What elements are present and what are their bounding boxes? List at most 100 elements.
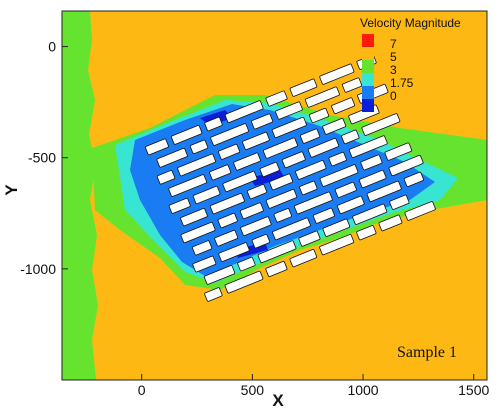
obstacle	[259, 161, 280, 178]
obstacle	[307, 137, 340, 158]
obstacle	[378, 214, 403, 232]
colorbar-swatch	[362, 60, 374, 73]
obstacle	[222, 170, 258, 193]
obstacle	[209, 164, 232, 181]
obstacle	[180, 221, 216, 244]
colorbar-label: 5	[390, 50, 397, 64]
obstacle	[404, 201, 436, 221]
obstacle	[204, 116, 223, 132]
obstacle	[308, 107, 330, 124]
obstacle	[312, 207, 335, 224]
obstacle	[209, 193, 245, 215]
obstacle	[265, 188, 298, 209]
obstacle	[192, 255, 217, 273]
y-tick-label: -1000	[20, 261, 56, 277]
obstacle	[289, 249, 318, 268]
sample-annotation: Sample 1	[397, 344, 457, 361]
colorbar-swatch	[362, 73, 374, 86]
obstacle	[331, 97, 356, 115]
obstacle	[360, 154, 383, 171]
colorbar-swatch	[362, 99, 374, 112]
obstacle	[156, 170, 176, 185]
y-tick-label: 0	[48, 39, 56, 55]
obstacle	[204, 287, 223, 302]
obstacle	[294, 191, 333, 215]
obstacle	[322, 218, 351, 237]
obstacle	[214, 229, 239, 247]
obstacle	[251, 233, 271, 249]
obstacle	[366, 180, 402, 202]
obstacle	[295, 160, 327, 180]
obstacle	[246, 184, 268, 200]
obstacle	[168, 197, 191, 214]
obstacle	[265, 261, 288, 277]
inlet-band	[62, 11, 98, 380]
obstacle	[300, 128, 321, 144]
obstacle	[262, 137, 298, 159]
colorbar-swatch	[362, 86, 374, 99]
obstacle	[224, 100, 264, 123]
obstacle	[403, 171, 424, 187]
obstacle	[304, 86, 340, 108]
x-tick-label: 0	[138, 382, 146, 398]
obstacle	[218, 143, 241, 160]
obstacle	[334, 181, 357, 198]
colorbar-swatch	[362, 47, 374, 60]
x-axis-ticks: 0 500 1000 1500	[138, 374, 489, 398]
obstacle	[240, 216, 272, 237]
obstacle	[168, 174, 208, 197]
obstacle	[218, 242, 250, 262]
obstacle	[299, 180, 318, 196]
obstacle	[257, 240, 297, 264]
obstacle	[356, 225, 377, 241]
obstacle	[251, 113, 274, 130]
obstacle	[348, 135, 388, 159]
obstacle	[203, 265, 236, 285]
obstacle	[341, 129, 360, 145]
obstacle	[237, 256, 256, 272]
obstacle	[319, 234, 355, 256]
plot-area	[62, 11, 487, 380]
obstacle	[298, 230, 321, 247]
obstacle	[177, 153, 216, 177]
obstacle	[239, 202, 264, 220]
obstacle	[384, 142, 413, 161]
x-tick-label: 1000	[347, 382, 378, 398]
obstacle	[233, 152, 261, 171]
obstacle	[337, 195, 365, 214]
obstacle	[192, 240, 213, 256]
obstacle	[156, 147, 188, 168]
x-tick-label: 500	[241, 382, 265, 398]
obstacle	[275, 101, 303, 120]
x-tick-label: 1500	[458, 382, 489, 398]
obstacle	[265, 90, 288, 107]
x-axis-title: X	[272, 391, 284, 410]
y-axis-title: Y	[2, 184, 21, 196]
obstacle	[319, 164, 359, 187]
obstacle	[271, 116, 307, 139]
obstacle	[361, 113, 401, 136]
obstacle	[319, 63, 355, 85]
colorbar-label: 7	[390, 37, 397, 51]
obstacle	[180, 208, 208, 227]
obstacle	[217, 212, 238, 229]
obstacle	[192, 185, 221, 205]
obstacle	[170, 125, 203, 145]
obstacle	[289, 78, 318, 97]
colorbar-swatch	[362, 34, 374, 47]
obstacle	[269, 173, 294, 191]
plot-frame	[61, 10, 488, 381]
obstacle	[389, 194, 410, 210]
obstacle	[352, 203, 388, 225]
obstacle	[272, 217, 311, 241]
obstacle	[322, 118, 347, 135]
obstacle	[358, 169, 387, 189]
obstacle	[224, 270, 264, 294]
obstacle	[281, 151, 306, 169]
colorbar-title: Velocity Magnitude	[360, 16, 461, 30]
colorbar-label: 1.75	[390, 76, 414, 90]
obstacle	[273, 208, 292, 223]
